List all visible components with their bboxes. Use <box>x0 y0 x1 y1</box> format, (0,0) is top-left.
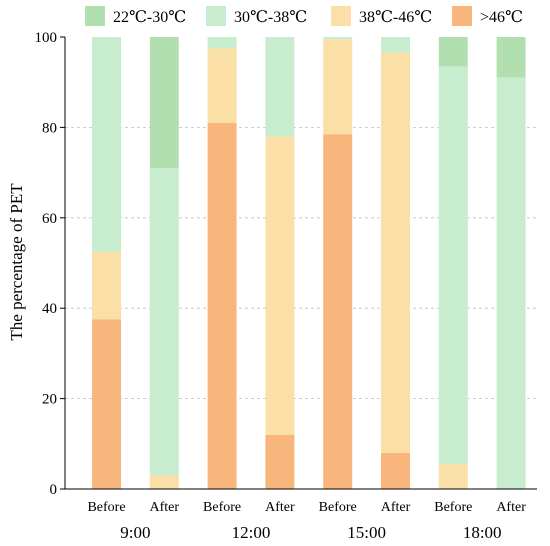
bar-segment <box>149 37 179 169</box>
category-label: Before <box>203 500 241 515</box>
bar-segment <box>381 452 410 489</box>
category-label: After <box>265 500 295 515</box>
y-tick-label: 80 <box>42 120 57 136</box>
legend-swatch <box>206 6 226 26</box>
bar-segment <box>438 66 468 465</box>
legend-swatch <box>331 6 351 26</box>
y-tick-label: 0 <box>50 482 58 498</box>
bar-segment <box>496 77 526 490</box>
legend: 22℃-30℃ 30℃-38℃ 38℃-46℃ >46℃ <box>85 6 523 26</box>
category-label: Before <box>319 500 357 515</box>
category-label: After <box>381 500 411 515</box>
y-tick-labels: 0 20 40 60 80 100 <box>35 30 58 498</box>
legend-label: 30℃-38℃ <box>234 9 307 26</box>
bar-segment <box>496 37 526 78</box>
bar-segment <box>265 37 295 137</box>
bar-segment <box>92 251 121 320</box>
y-tick-label: 60 <box>42 211 57 227</box>
y-tick-label: 20 <box>42 392 57 408</box>
bar-segment <box>265 136 295 435</box>
x-group-labels: 9:00 12:00 15:00 18:00 <box>120 523 501 542</box>
group-label: 18:00 <box>463 523 502 542</box>
category-label: After <box>496 500 526 515</box>
category-label: Before <box>87 500 125 515</box>
bar-segment <box>92 319 121 489</box>
bar-segment <box>323 37 353 40</box>
bar-segment <box>207 48 237 123</box>
bar-segment <box>323 39 353 135</box>
y-tick-label: 100 <box>35 30 58 46</box>
bar-segment <box>207 122 237 489</box>
category-label: Before <box>434 500 472 515</box>
group-label: 15:00 <box>347 523 386 542</box>
group-label: 9:00 <box>120 523 150 542</box>
bar-segment <box>438 464 468 489</box>
x-category-labels: Before After Before After Before After Before A… <box>87 500 526 515</box>
bar-segment <box>149 168 179 476</box>
bar-segment <box>265 434 295 489</box>
bar-segment <box>381 37 410 53</box>
legend-label: 22℃-30℃ <box>113 9 186 26</box>
y-axis-title: The percentage of PET <box>7 183 26 341</box>
bar-segment <box>149 475 179 489</box>
bar-segment <box>323 134 353 489</box>
legend-label: 38℃-46℃ <box>359 9 432 26</box>
bar-segment <box>438 37 468 67</box>
axes <box>60 36 537 490</box>
bar-segment <box>381 52 410 453</box>
gridlines <box>65 127 537 400</box>
bar-segment <box>92 37 121 252</box>
category-label: After <box>150 500 180 515</box>
legend-label: >46℃ <box>480 9 523 26</box>
bars <box>92 37 526 490</box>
legend-swatch <box>452 6 472 26</box>
legend-swatch <box>85 6 105 26</box>
y-tick-label: 40 <box>42 301 57 317</box>
bar-segment <box>207 37 237 49</box>
group-label: 12:00 <box>232 523 271 542</box>
